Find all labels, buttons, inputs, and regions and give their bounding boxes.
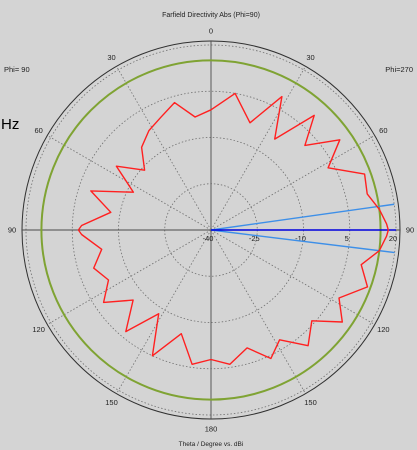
frequency-partial-label: Hz (1, 116, 19, 133)
angle-spoke-120 (210, 229, 375, 325)
angle-spoke-240 (47, 229, 212, 325)
angle-tick-label-2: 60 (379, 126, 387, 135)
radial-tick-label-2: -10 (295, 234, 306, 243)
radial-tick-label-0: -40 (203, 234, 214, 243)
angle-tick-label-9: 90 (8, 226, 16, 235)
angle-tick-label-6: 180 (205, 425, 218, 434)
radial-tick-label-3: 5 (345, 234, 349, 243)
angle-tick-label-8: 120 (32, 325, 45, 334)
angle-tick-label-4: 120 (377, 325, 390, 334)
angle-spoke-330 (116, 66, 212, 231)
angle-spoke-300 (47, 135, 212, 231)
chart-title: Farfield Directivity Abs (Phi=90) (162, 12, 260, 19)
x-axis-label: Theta / Degree vs. dBi (179, 441, 244, 448)
beam-width-line-1 (210, 229, 395, 254)
angle-tick-label-11: 30 (107, 53, 115, 62)
angle-spoke-60 (210, 135, 375, 231)
radial-tick-label-4: 20 (389, 234, 397, 243)
angle-tick-label-0: 0 (209, 27, 213, 36)
angle-spoke-150 (210, 229, 306, 394)
angle-spoke-30 (210, 66, 306, 231)
radial-tick-label-1: -25 (249, 234, 260, 243)
angle-tick-labels: 0 30 60 90 120 150 180 150 120 90 60 30 (8, 27, 414, 434)
directivity-pattern-0 (77, 92, 389, 365)
radial-tick-labels: -40 -25 -10 5 20 (203, 234, 398, 243)
phi-left-label: Phi= 90 (4, 65, 30, 74)
beam-width-line-0 (210, 203, 395, 231)
angle-tick-label-5: 150 (304, 398, 317, 407)
angle-tick-label-10: 60 (34, 126, 42, 135)
phi-right-label: Phi=270 (385, 65, 413, 74)
angle-spoke-210 (116, 229, 212, 394)
angle-tick-label-7: 150 (105, 398, 118, 407)
angle-tick-label-3: 90 (406, 226, 414, 235)
angle-tick-label-1: 30 (306, 53, 314, 62)
pattern-overlays (40, 59, 396, 401)
